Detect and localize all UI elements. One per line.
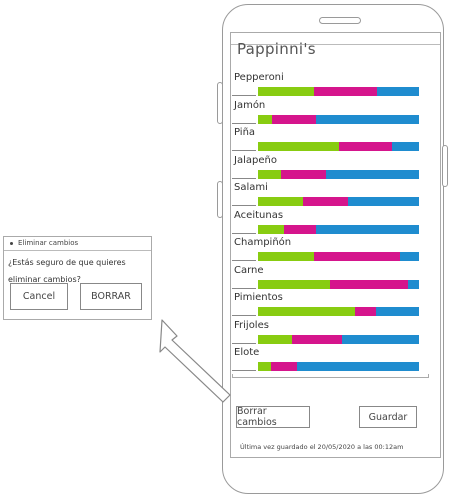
topping-bar[interactable]	[258, 114, 419, 124]
arrow-icon	[159, 319, 231, 403]
topping-label: Champiñón	[234, 237, 292, 248]
magenta-segment	[291, 334, 342, 344]
topping-bar[interactable]	[258, 224, 419, 234]
topping-bar[interactable]	[258, 142, 419, 151]
bar-baseline	[232, 95, 256, 96]
topping-label: Piña	[234, 127, 256, 138]
green-segment	[258, 197, 304, 206]
magenta-segment	[314, 252, 400, 261]
dialog-title: Eliminar cambios	[18, 239, 79, 247]
green-segment	[258, 169, 281, 179]
green-segment	[258, 307, 355, 316]
header-divider	[231, 44, 440, 45]
bar-baseline	[232, 370, 256, 371]
blue-segment	[391, 142, 419, 151]
delete-changes-button[interactable]: Borrar cambios	[236, 406, 310, 428]
green-segment	[258, 114, 273, 124]
volume-up-button[interactable]	[217, 82, 223, 124]
volume-down-button[interactable]	[217, 181, 223, 218]
topping-label: Jamón	[234, 99, 266, 111]
topping-label: Frijoles	[234, 319, 269, 331]
topping-label: Carne	[234, 264, 264, 276]
topping-label: Aceitunas	[234, 209, 284, 221]
last-saved-text: Última vez guardado el 20/05/2020 a las …	[240, 443, 404, 451]
blue-segment	[341, 334, 419, 344]
list-bottom-border	[232, 374, 429, 378]
blue-segment	[296, 362, 419, 371]
magenta-segment	[354, 307, 376, 316]
bar-baseline	[232, 205, 256, 206]
topping-bar[interactable]	[258, 87, 419, 96]
dialog-message: ¿Estás seguro de que quieres eliminar ca…	[8, 258, 126, 284]
bullet-icon	[10, 241, 13, 245]
topping-label: Jalapeño	[234, 154, 277, 166]
topping-label: Pimientos	[234, 292, 283, 303]
magenta-segment	[272, 114, 316, 124]
bar-baseline	[232, 122, 256, 124]
topping-bar[interactable]	[258, 334, 419, 344]
green-segment	[258, 252, 315, 261]
magenta-segment	[314, 87, 378, 96]
bar-baseline	[232, 315, 256, 316]
magenta-segment	[283, 224, 316, 234]
magenta-segment	[280, 169, 326, 179]
topping-bar[interactable]	[258, 252, 419, 261]
blue-segment	[407, 279, 419, 289]
save-button[interactable]: Guardar	[359, 406, 417, 428]
bar-baseline	[232, 342, 256, 344]
green-segment	[258, 142, 339, 151]
green-segment	[258, 279, 331, 289]
green-segment	[258, 224, 284, 234]
bar-baseline	[232, 287, 256, 289]
topping-bar[interactable]	[258, 169, 419, 179]
dialog-header-divider	[4, 250, 151, 251]
green-segment	[258, 334, 292, 344]
magenta-segment	[338, 142, 392, 151]
speaker-slot	[319, 17, 361, 24]
bar-baseline	[232, 260, 256, 261]
blue-segment	[375, 307, 419, 316]
topping-bar[interactable]	[258, 362, 419, 371]
app-title: Pappinni's	[237, 40, 316, 58]
blue-segment	[377, 87, 419, 96]
cancel-button[interactable]: Cancel	[10, 283, 68, 310]
blue-segment	[315, 224, 419, 234]
bar-baseline	[232, 232, 256, 234]
topping-bar[interactable]	[258, 197, 419, 206]
green-segment	[258, 87, 315, 96]
magenta-segment	[330, 279, 408, 289]
app-screen	[230, 32, 441, 458]
topping-bar[interactable]	[258, 279, 419, 289]
topping-bar[interactable]	[258, 307, 419, 316]
blue-segment	[325, 169, 419, 179]
bar-baseline	[232, 177, 256, 179]
topping-label: Salami	[234, 182, 268, 193]
green-segment	[258, 362, 271, 371]
magenta-segment	[270, 362, 297, 371]
magenta-segment	[303, 197, 349, 206]
power-button[interactable]	[442, 145, 448, 187]
blue-segment	[399, 252, 419, 261]
topping-label: Elote	[234, 347, 260, 358]
bar-baseline	[232, 150, 256, 151]
topping-label: Pepperoni	[234, 72, 284, 83]
blue-segment	[315, 114, 419, 124]
dialog-header: Eliminar cambios	[10, 239, 78, 247]
confirm-delete-button[interactable]: BORRAR	[80, 283, 142, 310]
blue-segment	[348, 197, 419, 206]
